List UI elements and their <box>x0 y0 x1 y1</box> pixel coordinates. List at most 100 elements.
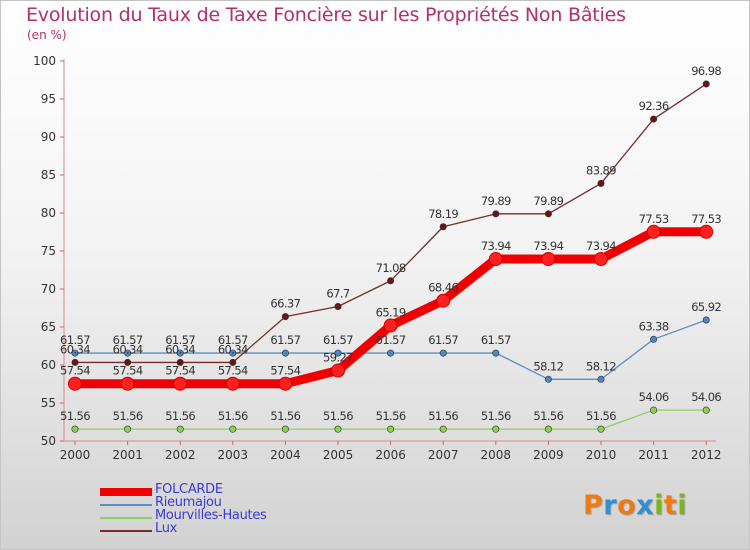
data-label: 57.54 <box>60 364 90 378</box>
data-point <box>650 115 658 123</box>
data-label: 78.19 <box>428 207 458 221</box>
data-point <box>702 406 710 414</box>
data-label: 51.56 <box>481 409 511 423</box>
data-point <box>173 376 188 391</box>
data-label: 77.53 <box>691 212 721 226</box>
chart-subtitle: (en %) <box>27 28 67 42</box>
data-point <box>699 224 714 239</box>
data-point <box>71 358 79 366</box>
data-label: 61.57 <box>481 333 511 347</box>
data-label: 61.57 <box>428 333 458 347</box>
legend-swatch <box>100 504 152 506</box>
data-label: 54.06 <box>691 390 721 404</box>
data-point <box>124 349 132 357</box>
data-point <box>702 80 710 88</box>
legend-label: FOLCARDE <box>155 482 223 497</box>
data-point <box>541 252 556 267</box>
proxiti-logo: Proxiti <box>583 490 687 521</box>
x-tick-label: 2005 <box>323 448 354 462</box>
data-label: 79.89 <box>481 194 511 208</box>
data-point <box>488 252 503 267</box>
data-point <box>702 316 710 324</box>
x-tick-label: 2003 <box>218 448 249 462</box>
x-tick-label: 2009 <box>533 448 564 462</box>
data-point <box>436 293 451 308</box>
data-point <box>387 349 395 357</box>
data-label: 61.57 <box>376 333 406 347</box>
data-point <box>334 302 342 310</box>
data-point <box>544 210 552 218</box>
x-tick-label: 2006 <box>375 448 406 462</box>
data-label: 60.34 <box>113 342 143 356</box>
data-point <box>331 363 345 378</box>
data-point <box>387 425 395 433</box>
data-point <box>176 425 184 433</box>
data-label: 66.37 <box>270 297 300 311</box>
x-tick-label: 2008 <box>481 448 512 462</box>
y-tick-label: 95 <box>41 92 56 106</box>
data-label: 51.56 <box>218 409 248 423</box>
data-label: 61.57 <box>270 333 300 347</box>
data-point <box>439 425 447 433</box>
data-label: 79.89 <box>533 194 563 208</box>
data-point <box>492 349 500 357</box>
data-label: 51.56 <box>533 409 563 423</box>
data-point <box>281 349 289 357</box>
data-label: 60.34 <box>218 342 248 356</box>
legend-swatch <box>100 530 152 532</box>
logo-letter: i <box>677 490 688 521</box>
data-label: 67.7 <box>326 286 349 300</box>
data-label: 61.57 <box>323 333 353 347</box>
data-label: 51.56 <box>323 409 353 423</box>
data-label: 63.38 <box>639 319 669 333</box>
data-label: 96.98 <box>691 64 721 78</box>
data-label: 83.89 <box>586 163 616 177</box>
x-tick-label: 2011 <box>638 448 669 462</box>
data-point <box>229 349 237 357</box>
data-label: 54.06 <box>639 390 669 404</box>
legend-swatch <box>100 517 152 519</box>
data-point <box>68 376 82 391</box>
data-point <box>225 376 240 391</box>
y-tick-label: 90 <box>41 130 56 144</box>
data-label: 77.53 <box>639 212 669 226</box>
data-label: 68.46 <box>428 281 458 295</box>
logo-letter: x <box>636 490 655 521</box>
data-label: 51.56 <box>428 409 458 423</box>
logo-letter: r <box>603 490 618 521</box>
legend-label: Lux <box>155 521 178 536</box>
data-point <box>124 358 132 366</box>
data-point <box>597 179 605 187</box>
data-point <box>492 210 500 218</box>
data-point <box>124 425 132 433</box>
data-point <box>492 425 500 433</box>
data-point <box>176 358 184 366</box>
data-point <box>439 349 447 357</box>
data-point <box>387 277 395 285</box>
data-label: 61.57 <box>165 333 195 347</box>
legend-label: Rieumajou <box>155 495 222 510</box>
data-point <box>650 406 658 414</box>
data-label: 73.94 <box>586 239 616 253</box>
data-label: 51.56 <box>586 409 616 423</box>
data-point <box>646 224 661 239</box>
data-point <box>597 425 605 433</box>
data-point <box>544 425 552 433</box>
data-point <box>594 252 608 267</box>
legend-label: Mourvilles-Hautes <box>155 508 267 523</box>
y-tick-label: 70 <box>41 282 56 296</box>
data-point <box>71 349 79 357</box>
data-label: 65.19 <box>376 306 406 320</box>
data-point <box>544 375 552 383</box>
data-label: 61.57 <box>113 333 143 347</box>
chart-title: Evolution du Taux de Taxe Foncière sur l… <box>26 4 626 26</box>
data-point <box>281 313 289 321</box>
x-tick-label: 2010 <box>586 448 617 462</box>
data-label: 58.12 <box>586 359 616 373</box>
data-label: 51.56 <box>165 409 195 423</box>
y-tick-label: 50 <box>41 434 56 448</box>
data-label: 65.92 <box>691 300 721 314</box>
data-label: 61.57 <box>60 333 90 347</box>
data-label: 59.27 <box>323 351 353 365</box>
